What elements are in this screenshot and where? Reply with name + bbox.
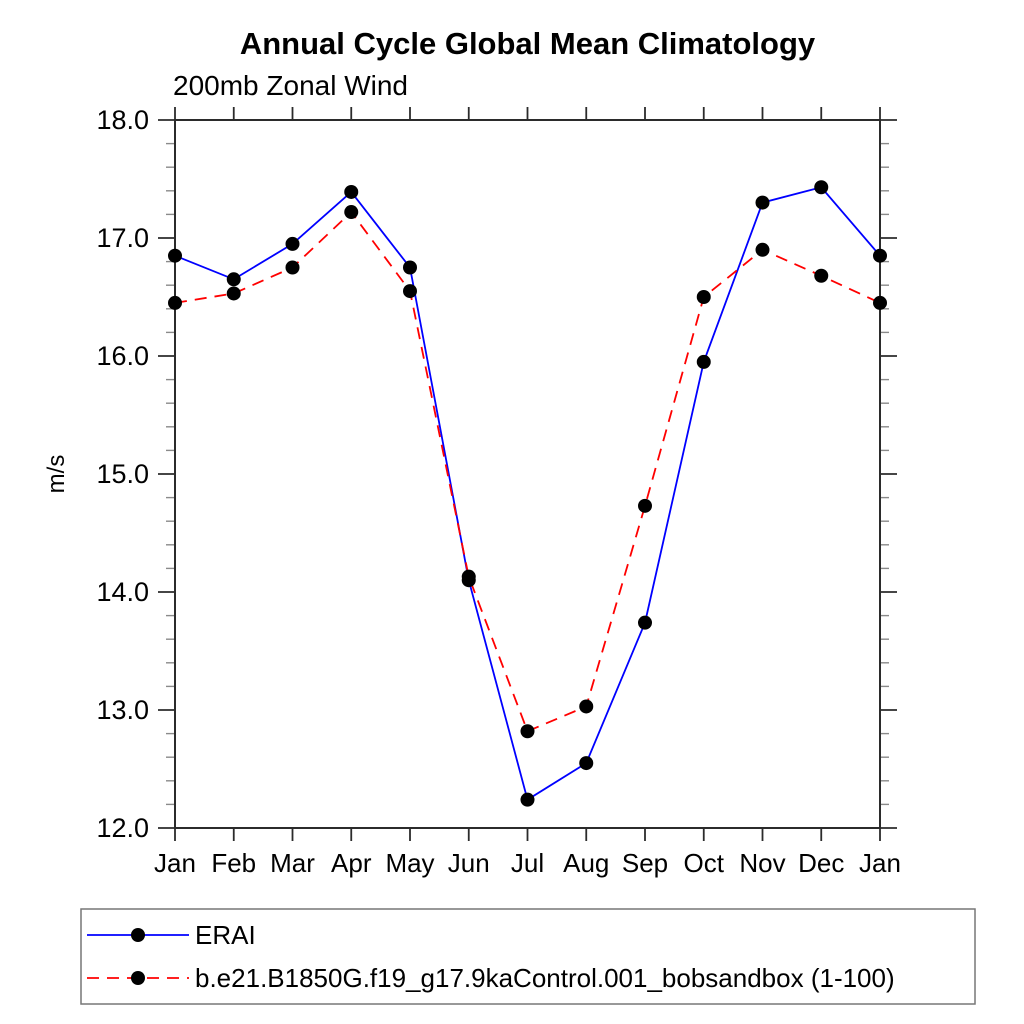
y-tick-label: 13.0 [96,695,149,725]
chart-title: Annual Cycle Global Mean Climatology [239,26,816,61]
series-marker-0 [696,354,711,369]
series-marker-1 [168,295,182,310]
chart-subtitle: 200mb Zonal Wind [173,70,409,101]
series-marker-0 [168,248,182,263]
legend-marker-1 [131,971,145,985]
x-tick-label: Aug [563,848,609,878]
series-marker-0 [579,756,594,771]
series-marker-1 [285,260,300,275]
series-marker-1 [814,268,829,283]
y-tick-label: 15.0 [96,459,149,489]
series-line-1 [174,210,881,733]
x-tick-label: May [385,848,434,878]
y-tick-label: 14.0 [96,577,149,607]
series-marker-0 [873,248,887,263]
series-marker-0 [814,180,829,195]
legend-marker-0 [131,928,145,942]
y-tick-label: 17.0 [96,223,149,253]
x-tick-label: Jul [511,848,544,878]
series-marker-1 [344,205,359,220]
x-tick-label: Oct [684,848,725,878]
series-marker-1 [696,290,711,304]
y-tick-label: 16.0 [96,341,149,371]
y-tick-label: 12.0 [96,813,149,843]
series-marker-0 [344,184,359,199]
plot-frame [174,119,881,829]
x-tick-label: Jan [859,848,901,878]
series-marker-1 [226,286,241,301]
series-marker-0 [755,195,770,210]
x-tick-label: Dec [798,848,844,878]
series-marker-1 [755,242,770,257]
legend-box [80,908,976,1005]
series-marker-1 [579,699,594,714]
legend-entry-label-1: b.e21.B1850G.f19_g17.9kaControl.001_bobs… [195,963,895,993]
series-marker-1 [638,498,652,513]
series-marker-0 [638,615,652,630]
series-marker-0 [285,236,300,251]
x-tick-label: Jan [154,848,196,878]
y-tick-label: 18.0 [96,105,149,135]
series-marker-1 [461,569,476,584]
x-tick-label: Apr [331,848,372,878]
y-axis-label: m/s [43,454,70,494]
series-marker-0 [520,792,535,807]
series-marker-1 [403,284,417,299]
series-marker-1 [873,295,887,310]
x-tick-label: Feb [211,848,256,878]
x-tick-label: Sep [622,848,668,878]
series-marker-0 [226,272,241,287]
legend-entry-label-0: ERAI [195,920,256,950]
x-tick-label: Nov [739,848,785,878]
series-line-0 [174,186,881,802]
x-tick-label: Mar [270,848,315,878]
x-tick-label: Jun [448,848,490,878]
series-marker-1 [520,724,535,739]
series-marker-0 [403,260,417,275]
